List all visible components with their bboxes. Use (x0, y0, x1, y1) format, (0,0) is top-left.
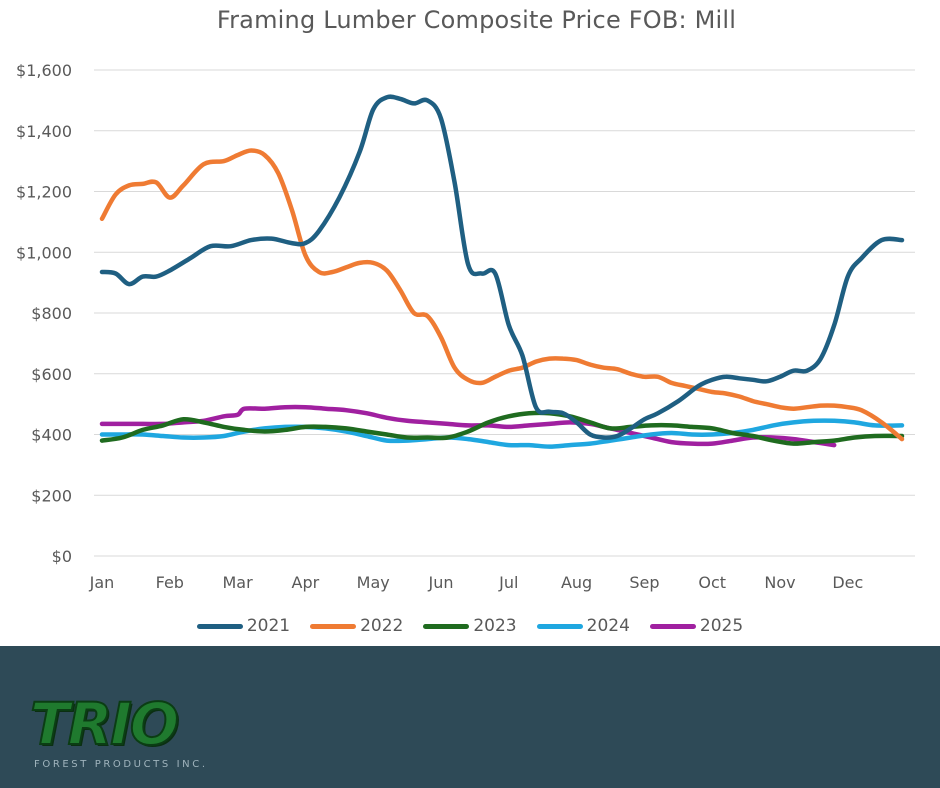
legend-item-2024: 2024 (536, 616, 630, 636)
y-tick-label: $1,400 (16, 122, 72, 141)
chart-area: Framing Lumber Composite Price FOB: Mill… (0, 6, 940, 636)
y-tick-label: $400 (31, 426, 72, 445)
legend-swatch (649, 623, 696, 629)
series-line-2023 (99, 410, 905, 446)
legend: 2021 2022 2023 2024 2025 (0, 616, 940, 636)
x-tick-label: Mar (223, 573, 254, 592)
y-tick-label: $1,600 (16, 61, 72, 80)
chart-title: Framing Lumber Composite Price FOB: Mill (216, 6, 737, 34)
x-tick-label: Jul (498, 573, 518, 592)
x-tick-label: Nov (764, 573, 795, 592)
legend-swatch (196, 623, 243, 629)
legend-label: 2024 (586, 616, 630, 636)
legend-item-2021: 2021 (196, 616, 291, 636)
legend-item-2025: 2025 (649, 616, 744, 636)
y-tick-label: $600 (31, 365, 72, 384)
legend-swatch (536, 623, 583, 629)
legend-item-2023: 2023 (423, 616, 517, 636)
legend-label: 2025 (699, 616, 744, 636)
x-tick-label: Sep (629, 573, 659, 592)
legend-label: 2022 (360, 616, 404, 636)
series-line-2021 (99, 94, 905, 440)
legend-swatch (423, 623, 470, 629)
x-tick-label: Feb (156, 573, 184, 592)
legend-label: 2021 (246, 616, 291, 636)
legend-item-2022: 2022 (310, 616, 403, 636)
series-line-2022 (99, 148, 905, 442)
x-tick-label: Aug (561, 573, 592, 592)
x-tick-label: Jun (428, 573, 454, 592)
x-tick-label: Jan (89, 573, 115, 592)
x-tick-label: Dec (832, 573, 863, 592)
footer-banner: TRIO FOREST PRODUCTS INC. (0, 646, 940, 788)
legend-label: 2023 (473, 616, 517, 636)
trio-logo: TRIO FOREST PRODUCTS INC. (24, 686, 224, 776)
x-tick-label: Apr (292, 573, 320, 592)
logo-subtitle: FOREST PRODUCTS INC. (34, 759, 208, 770)
x-tick-label: May (357, 573, 390, 592)
series-line-2024 (99, 418, 905, 449)
y-tick-label: $1,000 (16, 243, 72, 262)
y-tick-label: $1,200 (16, 183, 72, 202)
y-tick-label: $800 (31, 304, 72, 323)
logo-wordmark: TRIO (29, 689, 180, 759)
y-tick-label: $0 (52, 547, 72, 566)
legend-swatch (310, 623, 357, 629)
series-line-2025 (99, 404, 837, 448)
line-chart: $0 $200 $400 $600 $800 $1,000 $1,200 $1,400 $1,6… (16, 61, 915, 592)
x-tick-label: Oct (698, 573, 726, 592)
y-tick-label: $200 (31, 486, 72, 505)
